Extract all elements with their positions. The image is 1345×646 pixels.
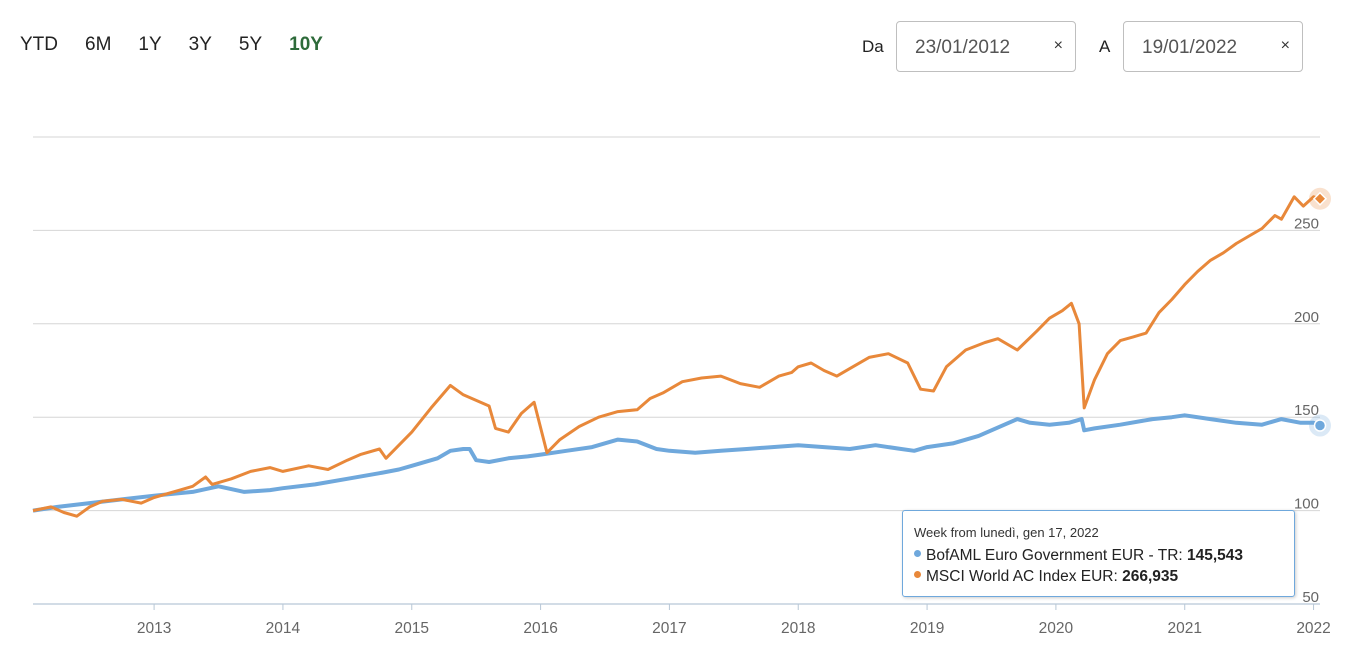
x-axis-ticks: 2013 2014 2015 2016 2017 2018 2019 2020 2021 2022 — [137, 604, 1331, 637]
x-tick-label: 2020 — [1039, 620, 1074, 637]
series-markers — [1309, 187, 1331, 437]
x-tick-label: 2022 — [1296, 620, 1330, 637]
range-button-6m[interactable]: 6M — [85, 34, 112, 55]
msci-dot-icon — [914, 571, 921, 579]
x-tick-label: 2021 — [1167, 620, 1201, 637]
grid-lines — [33, 136, 1320, 605]
range-button-5y[interactable]: 5Y — [238, 34, 263, 55]
y-tick-label: 250 — [1294, 215, 1319, 232]
bofaml-series-line — [32, 413, 1321, 513]
x-tick-label: 2017 — [652, 620, 686, 637]
tooltip-series-value: 266,935 — [1122, 568, 1179, 585]
range-button-3y[interactable]: 3Y — [188, 34, 212, 55]
date-from-label: Da — [862, 37, 884, 56]
bofaml-dot-icon — [914, 550, 921, 558]
tooltip-series-name: BofAML Euro Government EUR - TR — [926, 547, 1179, 564]
series-lines — [32, 195, 1321, 518]
range-selector: YTD 6M 1Y 3Y 5Y 10Y — [20, 34, 350, 56]
tooltip-row-bofaml: BofAML Euro Government EUR - TR: 145,543 — [914, 545, 1282, 566]
x-tick-label: 2016 — [523, 620, 557, 637]
date-to-label: A — [1099, 37, 1111, 56]
y-tick-label: 200 — [1294, 309, 1319, 326]
x-tick-label: 2018 — [781, 620, 815, 637]
y-tick-label: 100 — [1294, 496, 1319, 513]
x-tick-label: 2013 — [137, 620, 171, 637]
date-from-clear-icon[interactable]: × — [1053, 37, 1063, 54]
tooltip-series-name: MSCI World AC Index EUR — [926, 568, 1114, 585]
x-tick-label: 2014 — [266, 620, 301, 637]
range-button-10y[interactable]: 10Y — [289, 34, 323, 55]
y-tick-label: 50 — [1302, 589, 1319, 606]
x-tick-label: 2015 — [395, 620, 429, 637]
chart-tooltip: Week from lunedì, gen 17, 2022 BofAML Eu… — [902, 510, 1295, 597]
date-to-field[interactable]: 19/01/2022 × — [1123, 21, 1303, 72]
msci-series-line — [32, 195, 1321, 518]
x-tick-label: 2019 — [910, 620, 944, 637]
range-button-ytd[interactable]: YTD — [20, 34, 58, 55]
msci-hover-marker — [1312, 191, 1328, 206]
tooltip-header: Week from lunedì, gen 17, 2022 — [914, 525, 1099, 540]
date-to-clear-icon[interactable]: × — [1280, 37, 1290, 54]
tooltip-series-value: 145,543 — [1187, 547, 1244, 564]
bofaml-hover-marker — [1313, 419, 1327, 432]
y-tick-label: 150 — [1294, 402, 1319, 419]
y-axis-ticks: 50 100 150 200 250 — [1294, 215, 1319, 606]
tooltip-row-msci: MSCI World AC Index EUR: 266,935 — [914, 566, 1282, 587]
range-button-1y[interactable]: 1Y — [138, 34, 162, 55]
date-from-field[interactable]: 23/01/2012 × — [896, 21, 1076, 72]
date-from-value: 23/01/2012 — [915, 37, 1011, 58]
date-to-value: 19/01/2022 — [1142, 37, 1238, 58]
